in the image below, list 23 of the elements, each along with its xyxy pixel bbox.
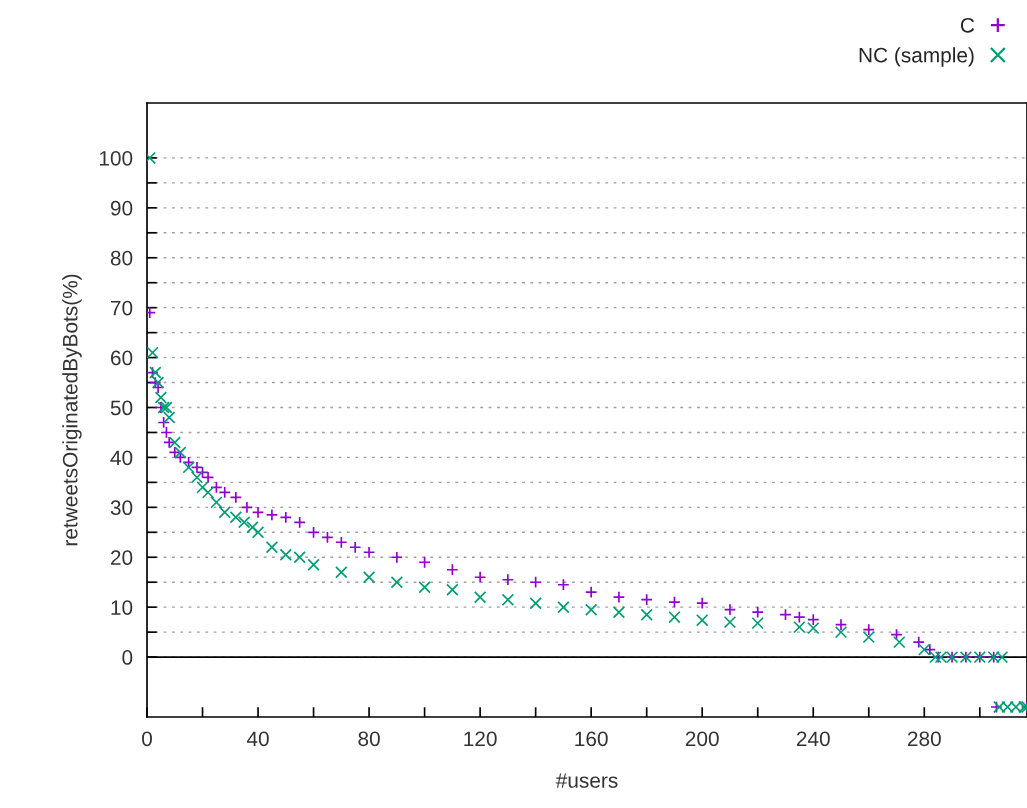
x-tick-label: 280	[907, 731, 941, 747]
x-tick-label: 120	[464, 731, 497, 747]
y-tick-label: 60	[111, 350, 133, 366]
y-tick-label: 10	[111, 600, 133, 615]
y-axis-title: retweetsOriginatedByBots(%)	[62, 274, 82, 546]
y-tick-label: 80	[110, 250, 133, 266]
y-tick-label: 20	[110, 550, 133, 566]
y-tick-label: 30	[110, 500, 133, 516]
x-tick-label: 200	[685, 731, 719, 747]
legend-label: C	[960, 17, 975, 33]
x-tick-label: 40	[246, 731, 269, 747]
x-tick-label: 0	[142, 731, 152, 747]
y-tick-label: 90	[110, 200, 133, 216]
y-tick-label: 40	[110, 450, 133, 466]
y-tick-label: 70	[111, 300, 133, 316]
y-tick-label: 50	[110, 400, 133, 416]
x-tick-label: 80	[358, 731, 380, 747]
x-axis-title: #users	[555, 773, 618, 788]
y-tick-label: 100	[99, 150, 133, 166]
x-tick-label: 160	[575, 731, 608, 747]
x-tick-label: 240	[796, 731, 830, 747]
legend-label: NC (sample)	[859, 47, 974, 67]
y-tick-label: 0	[122, 650, 133, 665]
